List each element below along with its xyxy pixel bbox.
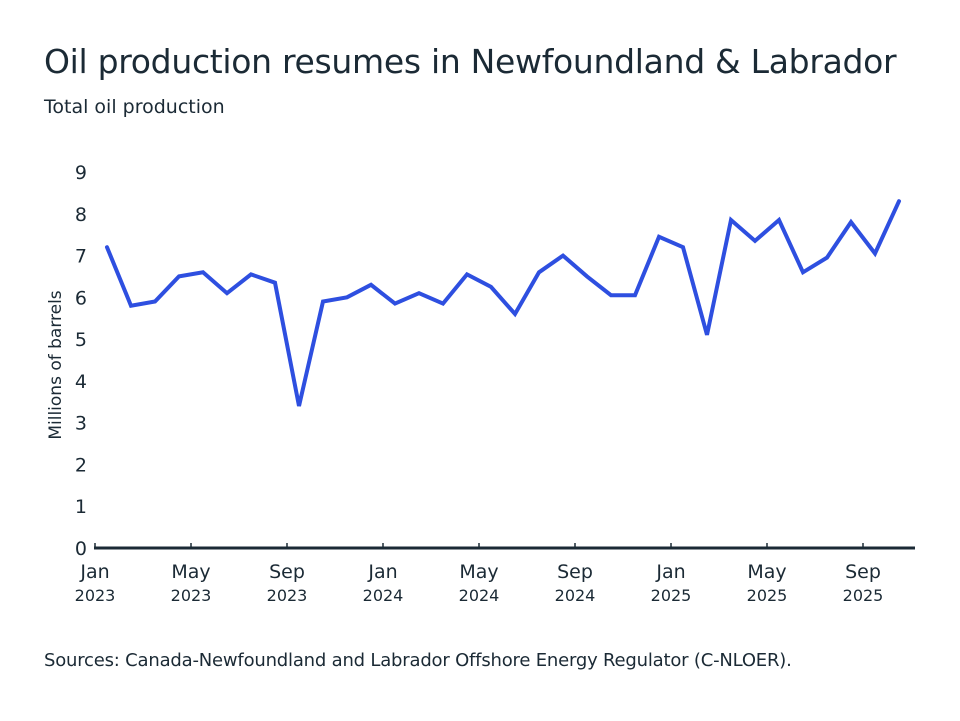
y-tick-label: 6 (75, 287, 87, 309)
line-chart: 0 1 2 3 4 5 6 7 8 9 Millions of barrels Jan 2023 Ma… (46, 162, 915, 605)
x-tick-label-month: May (747, 561, 786, 583)
y-tick-label: 1 (75, 496, 87, 518)
x-tick-label-month: Sep (845, 561, 881, 583)
data-points (105, 199, 901, 408)
x-axis-ticks: Jan 2023 May 2023 Sep 2023 Jan 2024 May 2024 Sep 20… (75, 543, 884, 605)
y-tick-label: 2 (75, 454, 87, 476)
x-tick-label-month: Jan (367, 561, 397, 583)
x-tick-label-month: Sep (269, 561, 305, 583)
x-tick-label-month: May (459, 561, 498, 583)
x-tick-label-month: Sep (557, 561, 593, 583)
y-tick-label: 3 (75, 413, 87, 435)
y-tick-label: 8 (75, 204, 87, 226)
y-tick-label: 4 (75, 371, 87, 393)
x-tick-label-year: 2023 (267, 586, 308, 605)
x-tick-label-month: May (171, 561, 210, 583)
chart-subtitle: Total oil production (44, 96, 225, 118)
x-tick-label-year: 2025 (651, 586, 692, 605)
series-line-total-oil-production (105, 199, 901, 407)
y-tick-label: 7 (75, 246, 87, 268)
x-tick-label-month: Jan (655, 561, 685, 583)
source-note: Sources: Canada-Newfoundland and Labrado… (44, 650, 792, 671)
x-tick-label-year: 2023 (171, 586, 212, 605)
x-tick-label-month: Jan (79, 561, 109, 583)
y-axis-ticks: 0 1 2 3 4 5 6 7 8 9 (75, 162, 87, 560)
x-tick-label-year: 2023 (75, 586, 116, 605)
x-tick-label-year: 2024 (555, 586, 596, 605)
y-tick-label: 0 (75, 538, 87, 560)
y-tick-label: 5 (75, 329, 87, 351)
x-tick-label-year: 2025 (843, 586, 884, 605)
x-tick-label-year: 2024 (363, 586, 404, 605)
y-tick-label: 9 (75, 162, 87, 184)
y-axis-label: Millions of barrels (46, 290, 66, 439)
x-tick-label-year: 2025 (747, 586, 788, 605)
x-tick-label-year: 2024 (459, 586, 500, 605)
chart-title: Oil production resumes in Newfoundland &… (44, 42, 897, 81)
